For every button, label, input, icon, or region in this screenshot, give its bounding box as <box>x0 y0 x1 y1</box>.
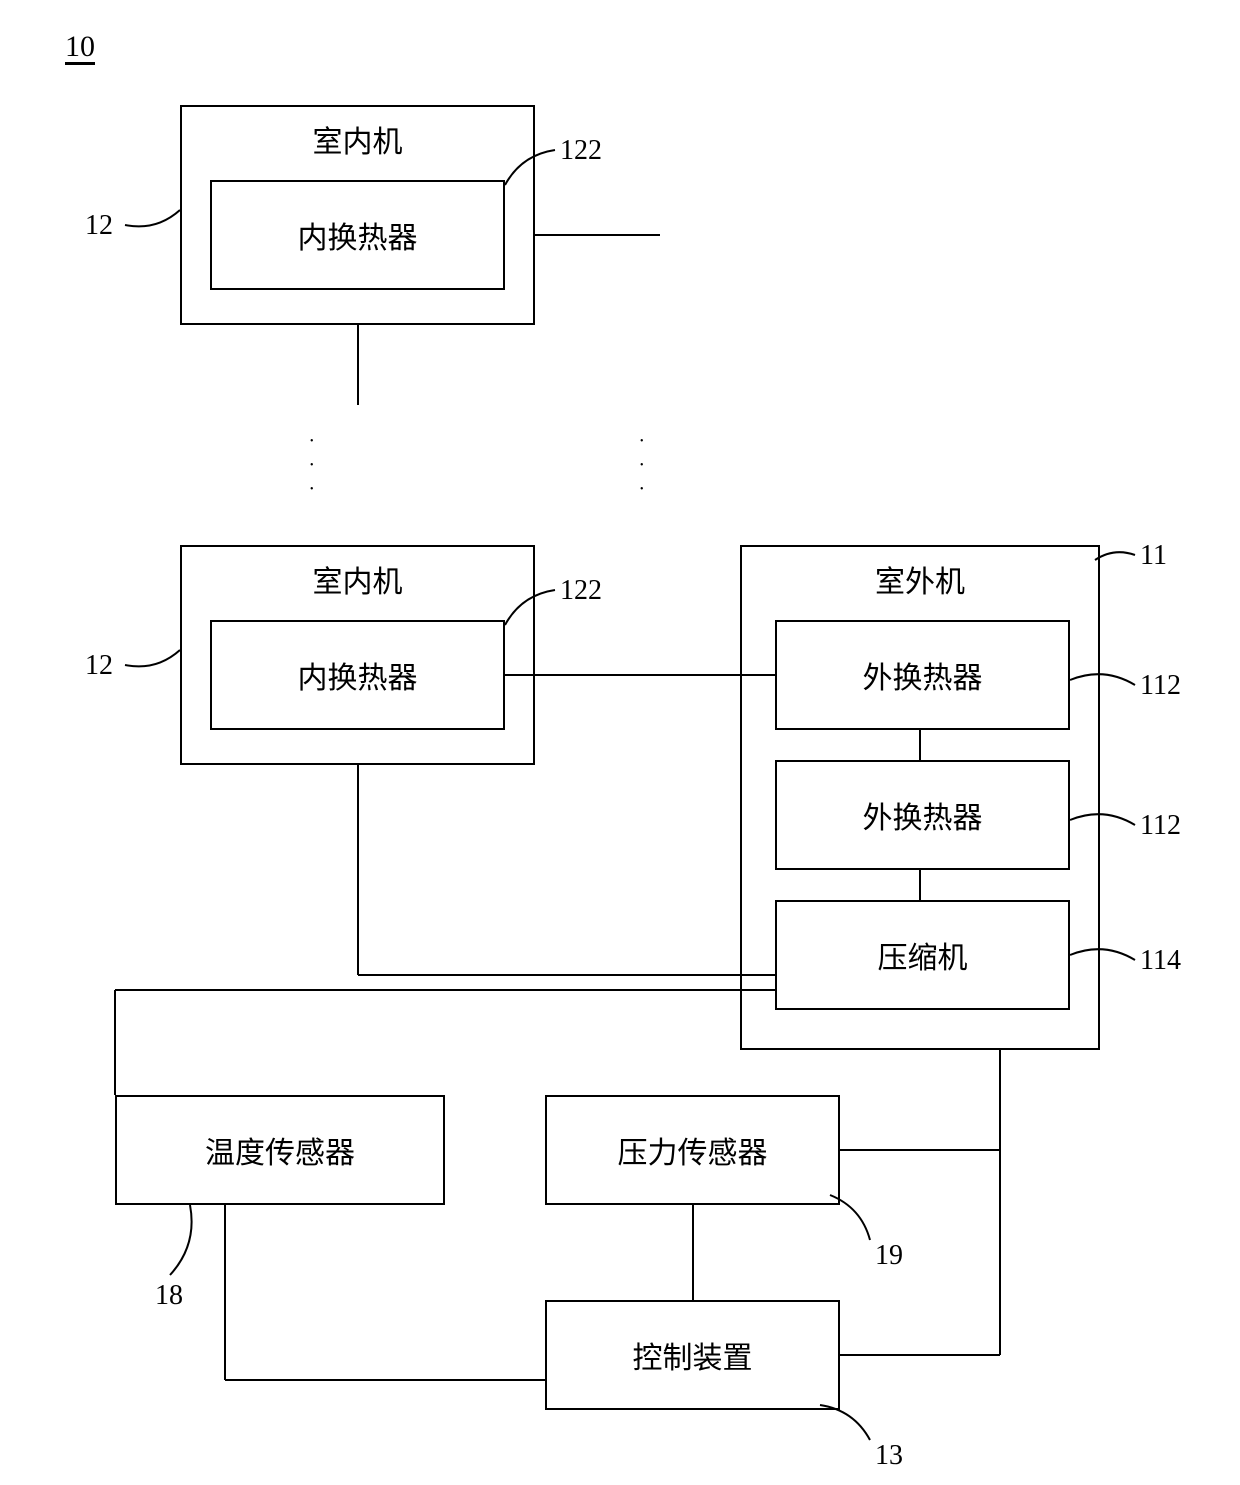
callout-12_top: 12 <box>85 210 113 242</box>
diagram-canvas: 10 室内机内换热器室内机内换热器室外机外换热器外换热器压缩机温度传感器压力传感… <box>0 0 1240 1485</box>
leader-line <box>1095 552 1135 560</box>
box-inner_hx_1: 内换热器 <box>210 180 505 290</box>
box-title: 室内机 <box>313 117 403 161</box>
ellipsis: ••• <box>640 430 644 502</box>
callout-19: 19 <box>875 1240 903 1272</box>
leader-line <box>125 650 180 666</box>
callout-11: 11 <box>1140 540 1167 572</box>
callout-114: 114 <box>1140 945 1181 977</box>
box-pressure_sensor: 压力传感器 <box>545 1095 840 1205</box>
callout-18: 18 <box>155 1280 183 1312</box>
callout-112_a: 112 <box>1140 670 1181 702</box>
box-title: 室内机 <box>313 557 403 601</box>
callout-12_bot: 12 <box>85 650 113 682</box>
box-outer_hx_1: 外换热器 <box>775 620 1070 730</box>
callout-122_bot: 122 <box>560 575 602 607</box>
box-inner_hx_2: 内换热器 <box>210 620 505 730</box>
ellipsis: ••• <box>310 430 314 502</box>
box-controller: 控制装置 <box>545 1300 840 1410</box>
callout-112_b: 112 <box>1140 810 1181 842</box>
box-temp_sensor: 温度传感器 <box>115 1095 445 1205</box>
box-compressor: 压缩机 <box>775 900 1070 1010</box>
callout-13: 13 <box>875 1440 903 1472</box>
box-title: 室外机 <box>875 557 965 601</box>
callout-122_top: 122 <box>560 135 602 167</box>
leader-line <box>125 210 180 226</box>
leader-line <box>820 1405 870 1440</box>
figure-number: 10 <box>65 30 95 64</box>
leader-line <box>170 1205 192 1275</box>
box-outer_hx_2: 外换热器 <box>775 760 1070 870</box>
